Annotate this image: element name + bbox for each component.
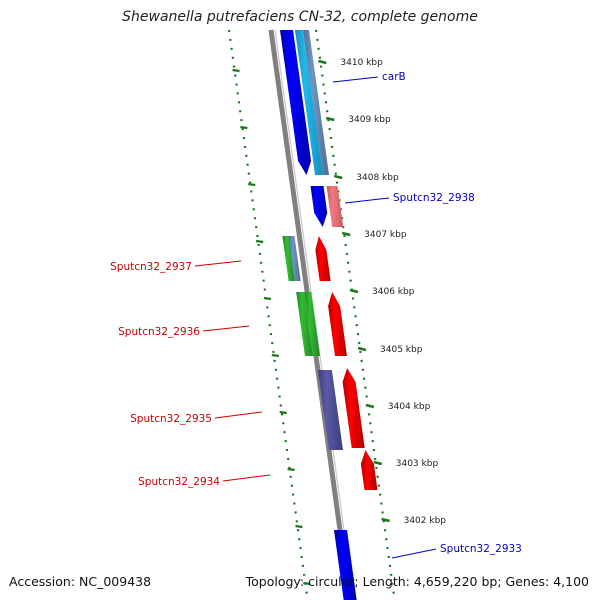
cds-forward-sputcn32-2938 <box>310 186 328 227</box>
gene-leader-line <box>202 325 250 332</box>
cds-reverse-sputcn32-2935 <box>342 368 365 448</box>
cog-green-dark-sputcn32-2936 <box>304 292 320 356</box>
gene-label-reverse: Sputcn32_2937 <box>110 261 192 273</box>
scale-tick-label: 3407 kbp <box>364 230 407 240</box>
gene-label-reverse: Sputcn32_2935 <box>130 413 212 425</box>
gene-label-reverse: Sputcn32_2934 <box>138 476 220 488</box>
map-title: Shewanella putrefaciens CN-32, complete … <box>122 9 478 25</box>
cog-green-sputcn32-2937 <box>282 236 296 281</box>
gene-leader-line <box>344 197 390 204</box>
gene-label-forward: Sputcn32_2933 <box>440 543 522 555</box>
scale-tick-label: 3409 kbp <box>348 115 391 125</box>
cog-green-sputcn32-2936 <box>296 292 313 356</box>
scale-tick-label: 3405 kbp <box>380 345 423 355</box>
inner-guide-tick <box>279 410 287 415</box>
genome-backbone-highlight <box>274 29 355 600</box>
scale-tick-label: 3410 kbp <box>340 58 383 68</box>
scale-tick-mark <box>373 460 383 466</box>
scale-tick-mark <box>325 116 335 122</box>
gene-leader-line <box>214 411 263 419</box>
inner-guide-tick <box>232 68 240 73</box>
scale-tick-label: 3402 kbp <box>404 516 447 526</box>
gene-leader-line <box>194 260 242 267</box>
scale-tick-label: 3404 kbp <box>388 402 431 412</box>
scale-tick-mark <box>381 517 390 523</box>
accession-label: Accession: NC_009438 <box>9 574 152 589</box>
inner-guide-tick <box>287 467 295 472</box>
inner-guide-tick <box>248 182 256 187</box>
inner-guide-tick <box>295 524 303 529</box>
cds-reverse-sputcn32-2936 <box>328 292 347 356</box>
cog-pink-sputcn32-2938 <box>326 186 344 227</box>
gene-leader-line <box>222 474 271 482</box>
inner-guide-tick <box>263 296 272 301</box>
scale-tick-mark <box>318 59 327 65</box>
inner-guide-tick <box>271 353 280 358</box>
inner-guide-tick <box>303 581 311 586</box>
cog-steel-sputcn32-2937 <box>288 236 301 281</box>
cog-purple-sputcn32-2935 <box>317 370 343 450</box>
scale-tick-mark <box>341 231 351 237</box>
scale-tick-label: 3408 kbp <box>356 173 399 183</box>
scale-tick-mark <box>365 403 375 409</box>
gene-label-reverse: Sputcn32_2936 <box>118 326 200 338</box>
scale-tick-label: 3403 kbp <box>396 459 439 469</box>
scale-tick-mark <box>349 288 359 294</box>
gene-leader-line <box>391 548 437 559</box>
gene-label-forward: carB <box>382 71 406 83</box>
gene-leader-line <box>332 76 379 83</box>
cog-steel-carb <box>303 30 330 175</box>
cds-reverse-sputcn32-2934 <box>360 450 378 490</box>
inner-guide-tick <box>255 239 264 244</box>
inner-guide-tick <box>240 125 248 130</box>
genome-summary-label: Topology: circular; Length: 4,659,220 bp… <box>245 574 589 589</box>
cds-reverse-sputcn32-2937 <box>315 236 331 281</box>
cog-cyan-carb <box>295 30 324 175</box>
cds-forward-carb <box>280 30 312 175</box>
scale-tick-mark <box>357 346 367 352</box>
scale-tick-mark <box>333 174 343 180</box>
gene-label-forward: Sputcn32_2938 <box>393 192 475 204</box>
cds-forward-sputcn32-2933 <box>334 530 357 600</box>
scale-tick-label: 3406 kbp <box>372 287 415 297</box>
